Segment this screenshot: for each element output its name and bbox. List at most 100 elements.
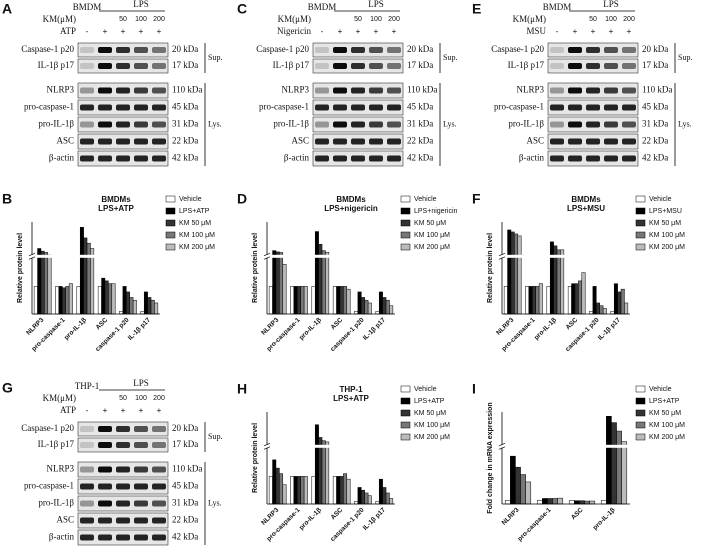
km-label: KM(μM)	[43, 14, 76, 24]
band	[80, 104, 94, 111]
dose-label: 200	[388, 16, 400, 23]
panel-letter: D	[237, 191, 247, 207]
band	[152, 466, 166, 473]
x-tick-label: ASC	[330, 316, 345, 331]
bar	[55, 286, 60, 315]
protein-label: pro-IL-1β	[38, 119, 74, 129]
legend-label: KM 200 μM	[414, 434, 450, 441]
size-label: 20 kDa	[172, 44, 198, 54]
band	[351, 87, 365, 94]
x-tick-label: NLRP3	[501, 506, 521, 526]
size-label: 42 kDa	[642, 153, 668, 163]
legend-label: KM 100 μM	[414, 232, 450, 239]
legend-label: Vehicle	[649, 386, 672, 393]
protein-label: Caspase-1 p20	[491, 44, 544, 54]
band	[134, 483, 148, 490]
x-tick-label: IL-1β p17	[597, 316, 622, 341]
bar	[596, 302, 600, 315]
bar	[568, 500, 575, 505]
protein-label: NLRP3	[46, 85, 74, 95]
band	[116, 47, 130, 53]
bar	[361, 489, 365, 505]
bar	[361, 297, 365, 315]
bar	[600, 500, 607, 505]
protein-label: NLRP3	[516, 85, 544, 95]
dose-label: 50	[119, 395, 127, 402]
bar	[579, 500, 585, 505]
group-label: Lys.	[208, 119, 222, 128]
band	[80, 534, 94, 541]
band	[568, 47, 582, 53]
size-label: 17 kDa	[407, 60, 433, 70]
break-mark	[28, 253, 36, 257]
protein-label: β-actin	[284, 153, 310, 163]
bar	[332, 476, 337, 505]
band	[80, 63, 94, 69]
treatment-label: ATP	[60, 405, 76, 415]
legend-label: LPS+ATP	[414, 398, 445, 405]
group-label: Lys.	[208, 498, 222, 507]
band	[134, 138, 148, 145]
axis-break-gap	[30, 254, 160, 258]
legend-swatch	[635, 195, 646, 203]
bar	[560, 249, 565, 315]
band	[134, 87, 148, 94]
bar	[525, 481, 532, 505]
bar	[382, 297, 387, 315]
axis-break-gap	[500, 254, 630, 258]
bar	[325, 441, 330, 505]
band	[604, 87, 618, 94]
bar	[279, 252, 284, 315]
x-tick-label: ASC	[570, 506, 585, 521]
legend-swatch	[400, 409, 411, 417]
dose-label: 200	[153, 16, 165, 23]
sign: +	[356, 27, 361, 36]
band	[152, 104, 166, 111]
x-tick-label: pro-IL-1β	[533, 317, 558, 342]
bar	[44, 252, 49, 315]
bar	[101, 277, 106, 315]
band	[387, 138, 401, 145]
bar	[617, 291, 622, 315]
group-label: Sup.	[208, 432, 222, 441]
cell-label: THP-1	[75, 381, 100, 391]
band	[387, 121, 401, 128]
protein-label: β-actin	[519, 153, 545, 163]
axis-break	[499, 254, 505, 258]
band	[586, 47, 600, 53]
bar	[339, 476, 344, 505]
sign: +	[591, 27, 596, 36]
band	[98, 63, 112, 69]
chart-title: BMDMs	[571, 195, 601, 204]
bar	[314, 231, 319, 315]
band	[116, 517, 130, 524]
band	[152, 47, 166, 53]
bar	[129, 297, 134, 315]
protein-label: Caspase-1 p20	[256, 44, 309, 54]
band	[134, 534, 148, 541]
x-tick-label: IL-1β p17	[362, 506, 387, 531]
sign: +	[392, 27, 397, 36]
bar	[378, 291, 383, 315]
band	[586, 63, 600, 69]
bar	[354, 310, 359, 315]
band	[152, 138, 166, 145]
band	[98, 155, 112, 162]
size-label: 22 kDa	[407, 136, 433, 146]
band	[333, 104, 347, 111]
legend-swatch	[165, 243, 176, 251]
band	[622, 87, 636, 94]
size-label: 20 kDa	[172, 423, 198, 433]
band	[351, 47, 365, 53]
size-label: 45 kDa	[172, 102, 198, 112]
chart-subtitle: LPS+MSU	[567, 204, 605, 213]
bar	[111, 283, 116, 315]
axis-break	[264, 254, 270, 258]
band	[80, 466, 94, 473]
band	[333, 138, 347, 145]
bar	[97, 286, 102, 315]
bar	[293, 286, 298, 315]
legend-swatch	[165, 231, 176, 239]
band	[622, 121, 636, 128]
axis-break-gap	[265, 444, 395, 448]
